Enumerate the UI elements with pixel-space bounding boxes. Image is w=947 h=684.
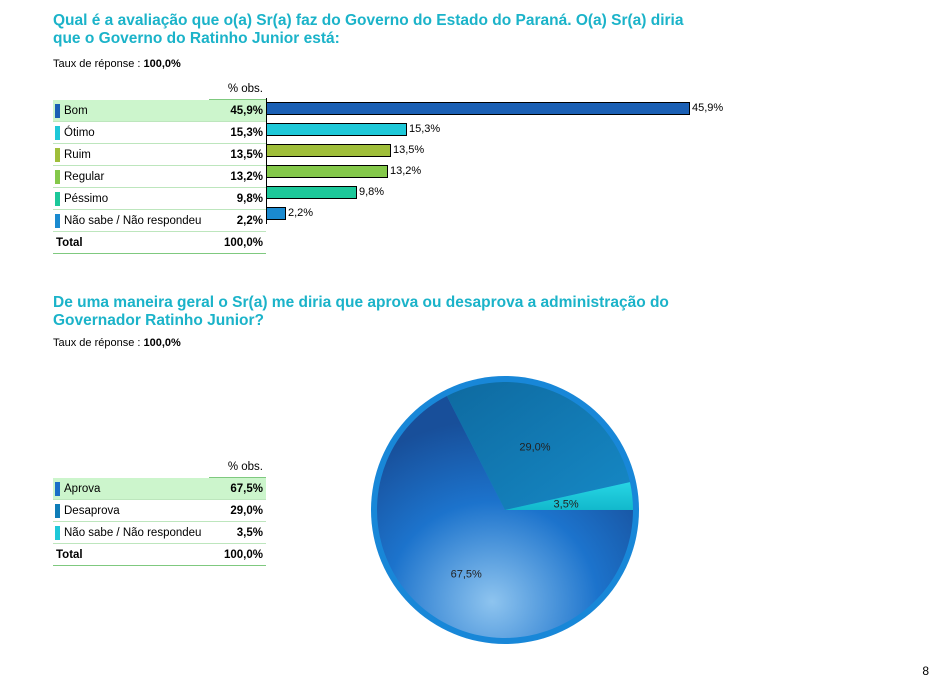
q1-row-label: Bom	[53, 99, 209, 122]
q1-category-text: Ótimo	[64, 126, 95, 139]
q2-response-rate: Taux de réponse : 100,0%	[53, 337, 181, 349]
pie-slice-aprova	[377, 395, 633, 638]
q2-title-line2: Governador Ratinho Junior?	[53, 312, 264, 329]
q1-row-value: 13,2%	[209, 165, 266, 188]
pie-slice-desaprova	[446, 381, 630, 510]
q1-total-label: Total	[53, 231, 209, 254]
q2-row-aprova: Aprova 67,5%	[53, 477, 266, 500]
q2-row-value: 3,5%	[209, 521, 266, 544]
q1-row-pessimo: Péssimo 9,8%	[53, 187, 266, 210]
pie-slice-nao-sabe-nao-respondeu	[505, 482, 633, 510]
q1-legend-swatch	[55, 147, 60, 162]
q2-pie-svg: 67,5% 29,0% 3,5%	[371, 376, 639, 644]
q2-category-text: Não sabe / Não respondeu	[64, 526, 202, 539]
q2-row-desaprova: Desaprova 29,0%	[53, 499, 266, 522]
q1-legend-swatch	[55, 103, 60, 118]
q1-category-text: Não sabe / Não respondeu	[64, 214, 202, 227]
q1-frequency-table: % obs. Bom 45,9% Ótimo 15,3% Ruim 13,5% Regula…	[53, 78, 266, 254]
q1-response-rate: Taux de réponse : 100,0%	[53, 58, 181, 70]
bar-regular	[266, 165, 388, 178]
q1-row-label: Ruim	[53, 143, 209, 166]
q1-row-value: 13,5%	[209, 143, 266, 166]
q2-response-rate-label: Taux de réponse :	[53, 337, 144, 349]
q1-row-value: 45,9%	[209, 99, 266, 122]
q2-frequency-table: % obs. Aprova 67,5% Desaprova 29,0% Não sabe…	[53, 456, 266, 566]
q2-total-row: Total 100,0%	[53, 543, 266, 566]
q1-total-value: 100,0%	[209, 231, 266, 254]
q1-category-text: Péssimo	[64, 192, 109, 205]
q2-header-blank	[53, 456, 209, 478]
q1-response-rate-label: Taux de réponse :	[53, 58, 144, 70]
bar-value-label-ruim: 13,5%	[393, 144, 425, 156]
q1-row-label: Não sabe / Não respondeu	[53, 209, 209, 232]
q2-legend-swatch	[55, 481, 60, 496]
q2-row-value: 67,5%	[209, 477, 266, 500]
q1-row-label: Ótimo	[53, 121, 209, 144]
q1-bar-axis	[266, 98, 267, 224]
q2-pie-chart: 67,5% 29,0% 3,5%	[360, 372, 650, 667]
q2-row-label: Desaprova	[53, 499, 209, 522]
pie-value-label-nao-sabe-nao-respondeu: 3,5%	[554, 498, 579, 510]
pie-value-label-aprova: 67,5%	[451, 568, 482, 580]
bar-ruim	[266, 144, 391, 157]
q1-row-label: Péssimo	[53, 187, 209, 210]
bar-value-label-otimo: 15,3%	[409, 123, 441, 135]
bar-pessimo	[266, 186, 357, 199]
bar-nao-sabe-nao-respondeu	[266, 207, 286, 220]
q1-row-value: 9,8%	[209, 187, 266, 210]
q1-legend-swatch	[55, 169, 60, 184]
q1-category-text: Regular	[64, 170, 105, 183]
bar-value-label-bom: 45,9%	[692, 102, 724, 114]
bar-value-label-regular: 13,2%	[390, 165, 422, 177]
q1-row-bom: Bom 45,9%	[53, 99, 266, 122]
q2-legend-swatch	[55, 525, 60, 540]
pie-value-label-desaprova: 29,0%	[519, 441, 550, 453]
q2-column-header: % obs.	[209, 456, 266, 478]
q1-row-otimo: Ótimo 15,3%	[53, 121, 266, 144]
q1-category-text: Ruim	[64, 148, 91, 161]
q1-row-value: 2,2%	[209, 209, 266, 232]
q1-header-blank	[53, 78, 209, 100]
q2-response-rate-value: 100,0%	[143, 337, 181, 349]
q2-row-label: Aprova	[53, 477, 209, 500]
q2-title: De uma maneira geral o Sr(a) me diria qu…	[53, 294, 773, 330]
q1-row-nao-sabe-nao-respondeu: Não sabe / Não respondeu 2,2%	[53, 209, 266, 232]
q1-row-ruim: Ruim 13,5%	[53, 143, 266, 166]
q1-legend-swatch	[55, 125, 60, 140]
q1-title: Qual é a avaliação que o(a) Sr(a) faz do…	[53, 12, 773, 48]
q2-title-line1: De uma maneira geral o Sr(a) me diria qu…	[53, 294, 669, 311]
q1-title-line1: Qual é a avaliação que o(a) Sr(a) faz do…	[53, 12, 684, 29]
q2-legend-swatch	[55, 503, 60, 518]
q2-total-value: 100,0%	[209, 543, 266, 566]
bar-otimo	[266, 123, 407, 136]
q1-category-text: Bom	[64, 104, 88, 117]
page-number: 8	[922, 664, 929, 678]
q1-column-header: % obs.	[209, 78, 266, 100]
q1-row-regular: Regular 13,2%	[53, 165, 266, 188]
q1-row-label: Regular	[53, 165, 209, 188]
q2-row-nao-sabe-nao-respondeu: Não sabe / Não respondeu 3,5%	[53, 521, 266, 544]
q2-row-label: Não sabe / Não respondeu	[53, 521, 209, 544]
q2-category-text: Aprova	[64, 482, 101, 495]
q2-category-text: Desaprova	[64, 504, 120, 517]
q1-row-value: 15,3%	[209, 121, 266, 144]
bar-bom	[266, 102, 690, 115]
bar-value-label-nao-sabe-nao-respondeu: 2,2%	[288, 207, 314, 219]
bar-value-label-pessimo: 9,8%	[359, 186, 385, 198]
q1-legend-swatch	[55, 213, 60, 228]
q1-total-row: Total 100,0%	[53, 231, 266, 254]
q1-bar-chart: 45,9% 15,3% 13,5% 13,2% 9,8% 2,2%	[266, 97, 766, 229]
q1-legend-swatch	[55, 191, 60, 206]
q1-title-line2: que o Governo do Ratinho Junior está:	[53, 30, 340, 47]
q1-response-rate-value: 100,0%	[143, 58, 181, 70]
q2-row-value: 29,0%	[209, 499, 266, 522]
q2-total-label: Total	[53, 543, 209, 566]
